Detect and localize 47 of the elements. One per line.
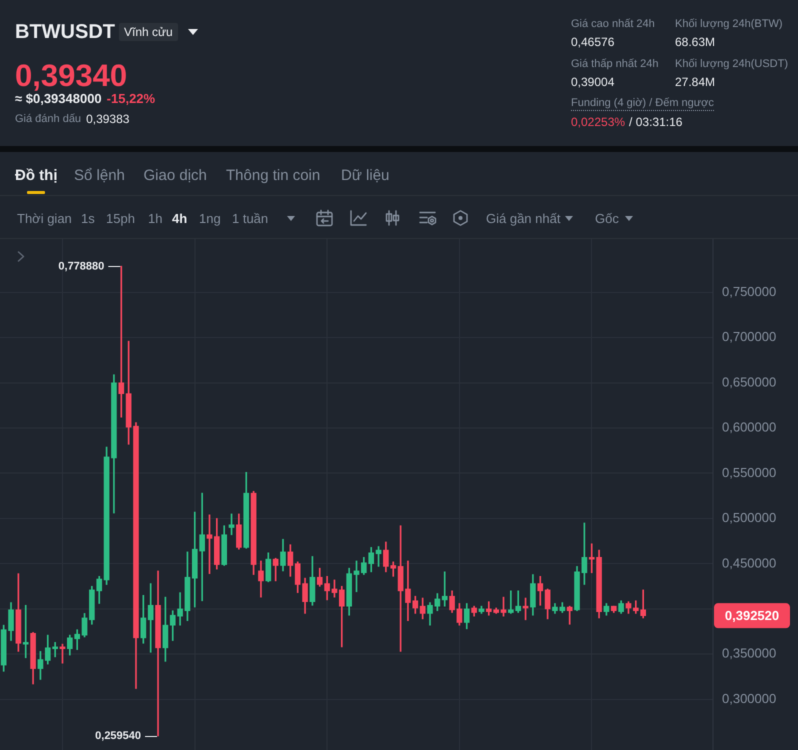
text: Giá thấp nhất 24h — [571, 58, 658, 71]
y-tick-label: 0,300000 — [722, 690, 776, 706]
text: Thời gian — [17, 210, 72, 226]
text: Khối lượng 24h(USDT) — [675, 58, 788, 71]
candlestick — [522, 598, 528, 620]
text: 1 tuần — [232, 210, 268, 226]
y-tick-label: 0,650000 — [722, 374, 776, 390]
text: 27.84M — [675, 74, 716, 88]
text: Sổ lệnh — [74, 166, 125, 184]
text: 0,39340 — [15, 56, 128, 93]
badge: Vĩnh cửu — [118, 23, 178, 41]
y-tick-label: 0,600000 — [722, 420, 776, 435]
candlestick — [60, 644, 66, 664]
y-tick-label: 0,550000 — [722, 464, 776, 480]
text: Khối lượng 24h(BTW) — [675, 18, 783, 30]
text: 4h — [172, 210, 188, 226]
text: Giá đánh dấu — [15, 112, 82, 126]
candlestick — [228, 514, 234, 536]
text: Giá cao nhất 24h — [571, 18, 655, 30]
text: 0,392520 — [724, 608, 780, 623]
chart-title: BTWUSDT — [15, 20, 115, 44]
y-tick-label: 0,750000 — [722, 284, 776, 299]
y-tick-label: 0,500000 — [722, 510, 776, 526]
text: 0,46576 — [571, 35, 614, 49]
text: Đồ thị — [15, 166, 58, 184]
text: Dữ liệu — [341, 166, 390, 184]
annotation: 0,259540 — [95, 730, 142, 742]
text: 68.63M — [675, 35, 716, 49]
text: 1s — [81, 210, 95, 226]
text: ≈ $0,39348000 — [15, 91, 102, 107]
annotation: 0,778880 — [58, 260, 104, 272]
text: / 03:31:16 — [629, 115, 682, 129]
text: 1h — [148, 210, 162, 226]
text: Giao dịch — [144, 166, 207, 184]
text: Funding (4 giờ) / Đếm ngược — [571, 97, 714, 111]
text: Gốc — [595, 210, 619, 226]
y-tick-label: 0,350000 — [722, 646, 776, 661]
y-tick-label: 0,450000 — [722, 555, 776, 570]
text: Giá gần nhất — [486, 210, 560, 226]
text: Thông tin coin — [226, 166, 320, 184]
text: 0,02253% — [571, 115, 626, 129]
text: -15,22% — [106, 91, 156, 107]
y-tick-label: 0,700000 — [722, 329, 776, 344]
text: 15ph — [106, 210, 135, 226]
text: 1ng — [199, 210, 221, 226]
text: 0,39004 — [571, 74, 614, 88]
text: 0,39383 — [86, 112, 130, 126]
